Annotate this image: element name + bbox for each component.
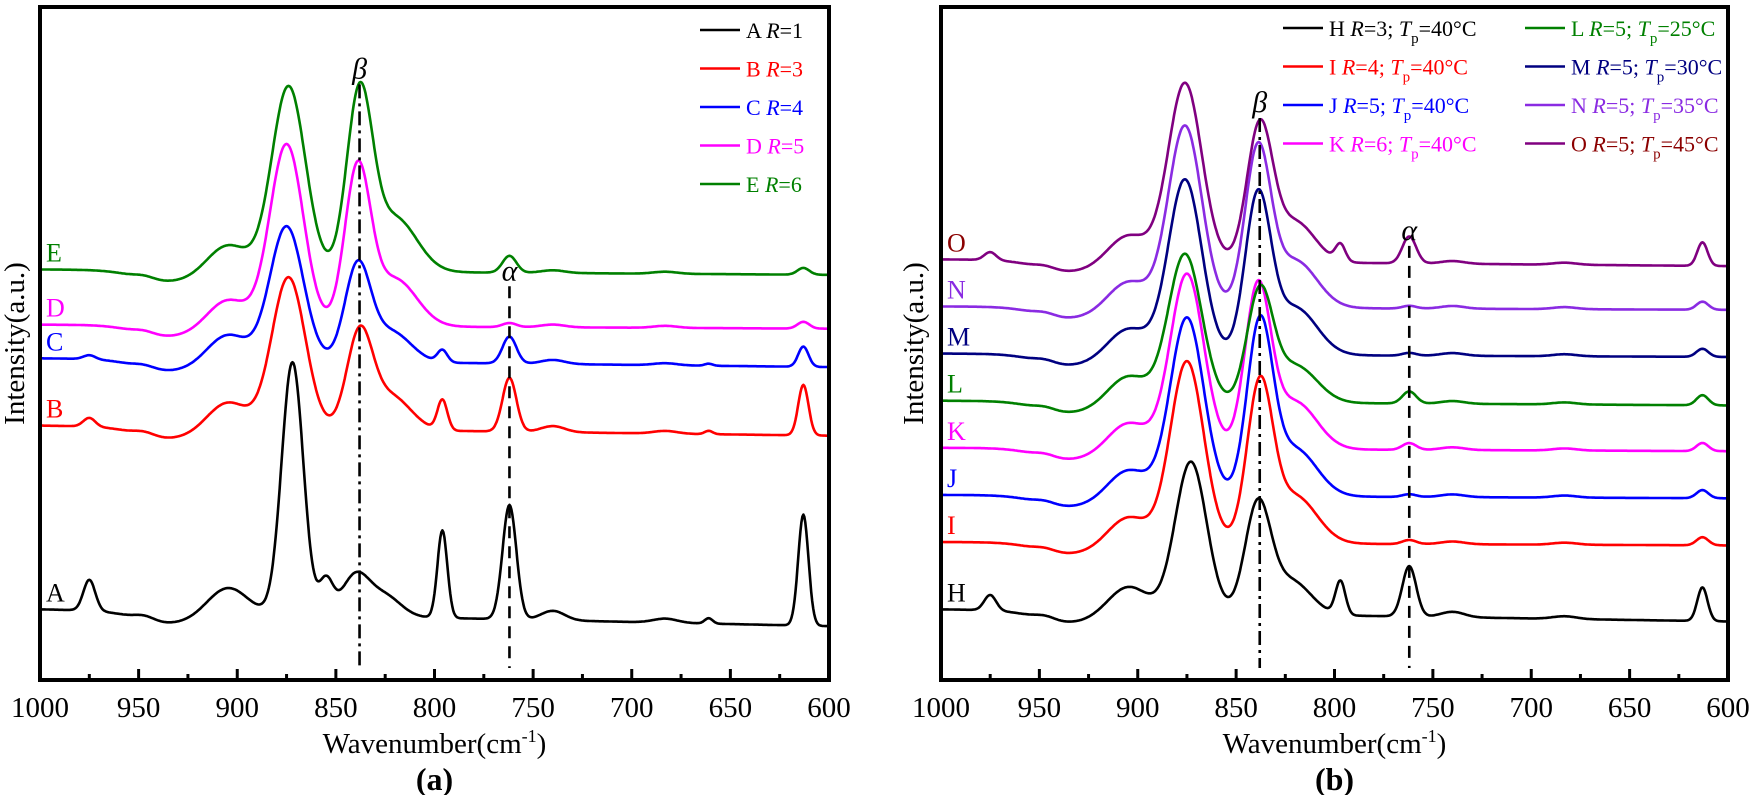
x-tick-label: 750 <box>1411 692 1455 724</box>
legend-item-M: M R=5; Tp=30°C <box>1525 55 1722 86</box>
x-tick-label: 950 <box>117 692 161 724</box>
series-line-L <box>940 252 1729 414</box>
series-line-I <box>940 359 1729 555</box>
x-tick-label: 750 <box>511 692 555 724</box>
legend-label: E R=6 <box>746 172 802 197</box>
x-tick-label: 900 <box>216 692 260 724</box>
curve-label-B: B <box>46 395 63 424</box>
legend-label: J R=5; Tp=40°C <box>1329 93 1469 124</box>
series-line-E <box>39 80 830 282</box>
legend-label: A R=1 <box>746 18 803 43</box>
x-tick-label: 600 <box>1706 692 1750 724</box>
legend-item-A: A R=1 <box>700 18 803 43</box>
legend-item-I: I R=4; Tp=40°C <box>1283 55 1468 86</box>
series-line-N <box>940 124 1729 319</box>
x-tick-label: 700 <box>1510 692 1554 724</box>
beta-label: β <box>351 52 367 85</box>
series-line-H <box>940 460 1729 623</box>
x-tick-label: 700 <box>610 692 654 724</box>
curve-label-H: H <box>947 578 966 607</box>
series-line-J <box>940 313 1729 508</box>
legend: H R=3; Tp=40°C I R=4; Tp=40°C J R=5; Tp=40… <box>1283 16 1722 163</box>
series-line-A <box>39 360 830 628</box>
legend-label: I R=4; Tp=40°C <box>1329 55 1468 86</box>
x-tick-label: 900 <box>1116 692 1160 724</box>
x-tick-label: 1000 <box>912 692 970 724</box>
x-tick-label: 800 <box>413 692 457 724</box>
series-line-K <box>940 272 1729 460</box>
legend-label: L R=5; Tp=25°C <box>1571 16 1715 47</box>
legend-item-C: C R=4 <box>700 95 803 120</box>
x-tick-label: 650 <box>1608 692 1652 724</box>
legend-label: D R=5 <box>746 134 804 159</box>
curve-label-O: O <box>947 228 966 257</box>
curve-label-I: I <box>947 511 956 540</box>
series-line-B <box>39 275 830 439</box>
series-line-D <box>39 142 830 337</box>
legend-label: N R=5; Tp=35°C <box>1571 93 1719 124</box>
beta-label: β <box>1251 86 1267 119</box>
legend-label: B R=3 <box>746 57 803 82</box>
alpha-label: α <box>502 254 519 287</box>
curve-label-E: E <box>46 238 62 267</box>
legend-item-J: J R=5; Tp=40°C <box>1283 93 1469 124</box>
alpha-label: α <box>1401 214 1418 247</box>
panel-label: (b) <box>1315 761 1354 795</box>
legend-item-L: L R=5; Tp=25°C <box>1525 16 1715 47</box>
x-tick-label: 850 <box>314 692 358 724</box>
legend-item-E: E R=6 <box>700 172 802 197</box>
x-tick-label: 950 <box>1018 692 1062 724</box>
series-line-C <box>39 224 830 372</box>
legend-label: C R=4 <box>746 95 803 120</box>
x-tick-label: 600 <box>807 692 851 724</box>
legend-item-O: O R=5; Tp=45°C <box>1525 132 1719 163</box>
legend: A R=1 B R=3 C R=4 D R=5 E R=6 <box>700 18 804 197</box>
curve-label-D: D <box>46 294 65 323</box>
curve-label-K: K <box>947 417 966 446</box>
series-line-M <box>940 178 1729 366</box>
x-axis-title: Wavenumber(cm-1) <box>323 726 547 760</box>
series-line-O <box>940 81 1729 273</box>
x-tick-label: 650 <box>709 692 753 724</box>
x-axis-title: Wavenumber(cm-1) <box>1223 726 1447 760</box>
x-tick-label: 800 <box>1313 692 1357 724</box>
legend-label: K R=6; Tp=40°C <box>1329 132 1477 163</box>
legend-label: H R=3; Tp=40°C <box>1329 16 1477 47</box>
legend-item-N: N R=5; Tp=35°C <box>1525 93 1719 124</box>
y-axis-title: Intensity(a.u.) <box>0 262 31 425</box>
legend-item-K: K R=6; Tp=40°C <box>1283 132 1477 163</box>
x-tick-label: 850 <box>1214 692 1258 724</box>
curve-label-L: L <box>947 370 963 399</box>
legend-item-B: B R=3 <box>700 57 803 82</box>
curve-label-C: C <box>46 327 63 356</box>
legend-item-D: D R=5 <box>700 134 804 159</box>
curve-label-A: A <box>46 578 65 607</box>
curve-label-J: J <box>947 464 957 493</box>
panel-label: (a) <box>416 761 453 795</box>
curve-label-N: N <box>947 275 966 304</box>
legend-item-H: H R=3; Tp=40°C <box>1283 16 1477 47</box>
y-axis-title: Intensity(a.u.) <box>898 262 930 425</box>
curve-label-M: M <box>947 323 970 352</box>
legend-label: M R=5; Tp=30°C <box>1571 55 1722 86</box>
legend-label: O R=5; Tp=45°C <box>1571 132 1719 163</box>
x-tick-label: 1000 <box>11 692 69 724</box>
